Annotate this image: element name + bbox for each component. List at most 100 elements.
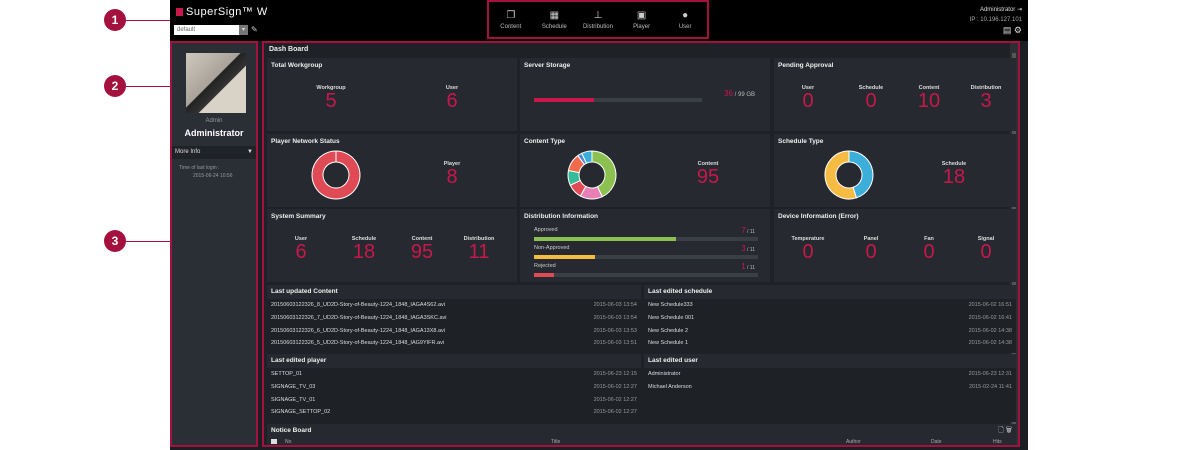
- card-title: Player Network Status: [271, 138, 340, 145]
- distribution-icon: ⊥: [593, 9, 603, 21]
- column-header[interactable]: Hits: [993, 439, 1002, 445]
- card-server-storage: Server Storage 36 / 99 GB: [520, 58, 770, 131]
- content-icon: ❐: [506, 9, 516, 21]
- nav-user[interactable]: ● User: [665, 10, 705, 30]
- chevron-down-icon[interactable]: ▾: [239, 25, 248, 35]
- card-title: Pending Approval: [778, 62, 834, 69]
- card-pending-approval: Pending Approval User 0 Schedule 0 Content 10 D…: [774, 58, 1016, 131]
- card-title: Total Workgroup: [271, 62, 323, 69]
- list-item[interactable]: 20150603122326_6_UD2D-Story-of-Beauty-12…: [271, 327, 637, 334]
- list-last-player: Last edited player SETTOP_01 2015-06-23 12…: [267, 354, 641, 422]
- column-header[interactable]: Title: [551, 439, 561, 445]
- logout-icon[interactable]: ⇥: [1016, 7, 1022, 13]
- distribution-count: 7 / 11: [741, 226, 755, 235]
- stat-user: User 6: [294, 236, 308, 263]
- notice-board: Notice Board 🗋 🗑 No Title Author Date Hits: [267, 424, 1016, 445]
- workspace-select[interactable]: default ▾: [174, 25, 248, 35]
- list-item[interactable]: 20150603122326_8_UD2D-Story-of-Beauty-12…: [271, 302, 637, 309]
- list-item[interactable]: SIGNAGE_SETTOP_02 2015-06-02 12:27: [271, 409, 637, 416]
- stat-distribution: Distribution 11: [463, 236, 495, 263]
- list-item[interactable]: Administrator 2015-06-23 12:31: [648, 371, 1012, 378]
- card-system-summary: System Summary User 6 Schedule 18 Content 95 Di…: [267, 209, 517, 282]
- stat-temperature: Temperature 0: [791, 236, 825, 263]
- list-title: Last edited schedule: [644, 285, 1016, 299]
- donut-segment: [311, 150, 361, 200]
- select-all-checkbox[interactable]: [271, 439, 277, 444]
- card-title: Device Information (Error): [778, 213, 859, 220]
- list-item[interactable]: Michael Anderson 2015-02-24 11:41: [648, 384, 1012, 391]
- list-title: Notice Board: [267, 424, 1016, 438]
- stat-content: Content 95: [410, 236, 434, 263]
- list-last-content: Last updated Content 20150603122326_8_UD2…: [267, 285, 641, 353]
- annotation-marker-1: 1: [104, 9, 126, 31]
- nav-content[interactable]: ❐ Content: [491, 10, 531, 30]
- stat-user: User 0: [801, 85, 815, 112]
- header: SuperSign™ W default ▾ ✎ ❐ Content ▦ Schedul…: [170, 0, 1028, 41]
- card-title: System Summary: [271, 213, 326, 220]
- distribution-bar: [534, 273, 758, 277]
- donut-chart: [824, 150, 874, 200]
- calendar-icon: ▦: [549, 9, 560, 21]
- ip-address: IP : 10.196.127.101: [969, 17, 1022, 23]
- page-title: Dash Board: [269, 46, 309, 53]
- gear-icon[interactable]: ⚙: [1013, 25, 1022, 35]
- distribution-count: 3 / 11: [741, 244, 755, 253]
- card-distribution-info: Distribution Information Approved 7 / 11 No…: [520, 209, 770, 282]
- list-last-user: Last edited user Administrator 2015-06-23 …: [644, 354, 1016, 422]
- header-right: Administrator ⇥ IP : 10.196.127.101 ▤ ⚙: [970, 5, 1022, 35]
- donut-chart: [311, 150, 361, 200]
- list-item[interactable]: New Schedule 2 2015-06-02 14:38: [648, 327, 1012, 334]
- trash-icon[interactable]: 🗑: [1005, 427, 1012, 434]
- column-header[interactable]: No: [285, 439, 292, 445]
- list-item[interactable]: SETTOP_01 2015-06-23 12:15: [271, 371, 637, 378]
- user-name[interactable]: Administrator: [979, 7, 1016, 13]
- column-header[interactable]: Author: [846, 439, 861, 445]
- new-document-icon[interactable]: 🗋: [998, 427, 1004, 434]
- card-title: Server Storage: [524, 62, 571, 69]
- user-role: Admin: [205, 118, 223, 124]
- main-nav: ❐ Content ▦ Schedule ⊥ Distribution ▣ Player ● Us…: [487, 0, 709, 39]
- list-title: Last edited user: [644, 354, 1016, 368]
- nav-schedule[interactable]: ▦ Schedule: [534, 10, 574, 30]
- list-item[interactable]: 20150603122326_5_UD2D-Story-of-Beauty-12…: [271, 340, 637, 347]
- list-item[interactable]: New Schedule333 2015-06-02 16:51: [648, 302, 1012, 309]
- distribution-bar: [534, 255, 758, 259]
- list-item[interactable]: 20150603122326_7_UD2D-Story-of-Beauty-12…: [271, 315, 637, 322]
- stat-signal: Signal 0: [977, 236, 995, 263]
- stat-schedule: Schedule 18: [941, 161, 967, 188]
- card-title: Schedule Type: [778, 138, 824, 145]
- player-icon: ▣: [636, 9, 647, 21]
- donut-segment: [824, 150, 858, 200]
- list-item[interactable]: SIGNAGE_TV_03 2015-06-02 12:27: [271, 384, 637, 391]
- last-login: Time of last login :2015-06-24 10:56: [179, 165, 233, 179]
- distribution-label: Rejected: [534, 263, 556, 269]
- stat-content: Content 10: [917, 85, 941, 112]
- list-item[interactable]: New Schedule 1 2015-06-02 14:38: [648, 340, 1012, 347]
- card-device-info: Device Information (Error) Temperature 0 Pa…: [774, 209, 1016, 282]
- donut-chart: [567, 150, 617, 200]
- list-item[interactable]: SIGNAGE_TV_01 2015-06-02 12:27: [271, 396, 637, 403]
- storage-bar: [534, 98, 702, 102]
- column-header[interactable]: Date: [931, 439, 942, 445]
- list-title: Last updated Content: [267, 285, 641, 299]
- document-icon[interactable]: ▤: [1002, 25, 1012, 35]
- card-player-network: Player Network Status Player 8: [267, 134, 517, 207]
- nav-distribution[interactable]: ⊥ Distribution: [578, 10, 618, 30]
- card-content-type: Content Type Content 95: [520, 134, 770, 207]
- list-title: Last edited player: [267, 354, 641, 368]
- card-title: Content Type: [524, 138, 566, 145]
- edit-icon[interactable]: ✎: [251, 25, 258, 34]
- stat-fan: Fan 0: [923, 236, 935, 263]
- nav-player[interactable]: ▣ Player: [622, 10, 662, 30]
- logo: SuperSign™ W: [176, 6, 268, 18]
- distribution-bar: [534, 237, 758, 241]
- distribution-label: Non-Approved: [534, 245, 570, 251]
- list-item[interactable]: New Schedule 001 2015-06-02 16:41: [648, 315, 1012, 322]
- more-info-toggle[interactable]: More Info ▼: [172, 146, 256, 159]
- stat-content: Content 95: [696, 161, 720, 188]
- card-schedule-type: Schedule Type Schedule 18: [774, 134, 1016, 207]
- storage-readout: 36 / 99 GB: [724, 89, 755, 98]
- user-icon: ●: [682, 9, 689, 21]
- avatar: [186, 53, 246, 113]
- card-total-workgroup: Total Workgroup Workgroup 5 User 6: [267, 58, 517, 131]
